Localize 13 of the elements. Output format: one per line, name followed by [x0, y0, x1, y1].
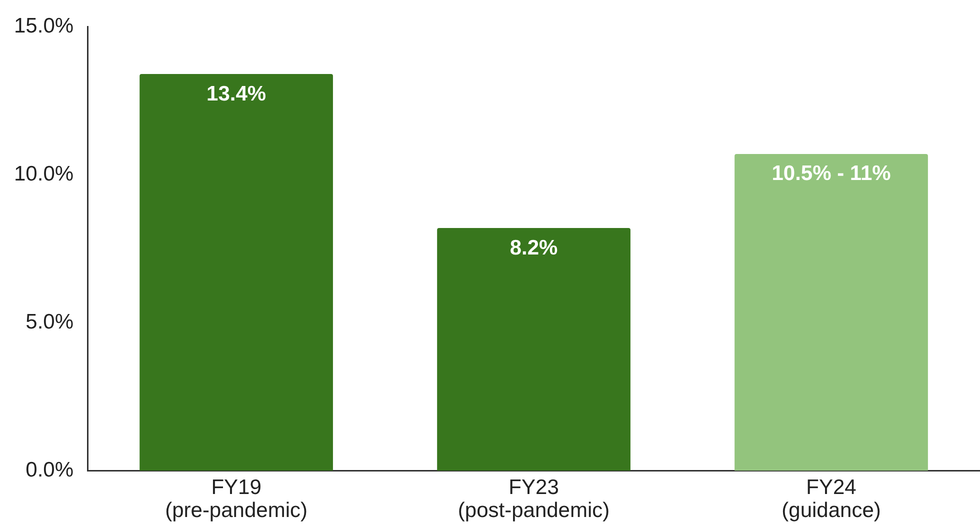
y-tick-label: 5.0% [26, 310, 74, 334]
x-tick-label: FY19 (pre-pandemic) [165, 476, 308, 522]
annotation: 10.5% - 11% [772, 162, 892, 186]
x-tick-label: FY24 (guidance) [782, 476, 881, 522]
bar [140, 74, 333, 471]
y-tick-label: 15.0% [14, 14, 74, 38]
bar [437, 228, 630, 471]
data-label: 13.4% [206, 82, 266, 106]
y-tick-label: 10.0% [14, 162, 74, 186]
bar [734, 154, 928, 471]
y-tick-label: 0.0% [26, 458, 74, 482]
x-tick-label: FY23 (post-pandemic) [458, 476, 610, 522]
data-label: 8.2% [510, 236, 558, 260]
